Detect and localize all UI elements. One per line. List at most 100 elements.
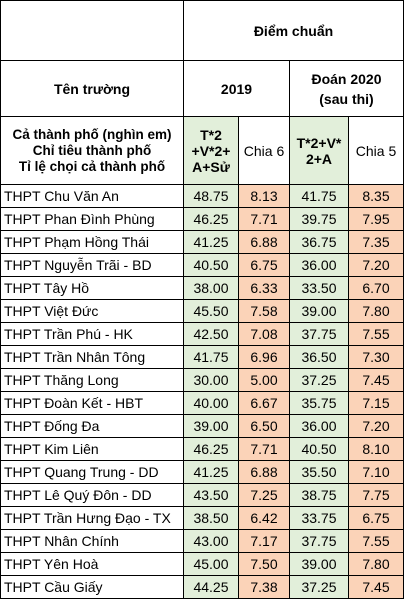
score-2019-cell: 43.50 (183, 483, 239, 507)
divide5-cell: 7.55 (348, 322, 404, 346)
divide6-cell: 7.08 (238, 322, 290, 346)
school-name-cell: THPT Nhân Chính (0, 529, 184, 553)
score-group-header: Điểm chuẩn (183, 0, 404, 61)
divide6-cell: 6.96 (238, 345, 290, 369)
score-2019-cell: 40.00 (183, 391, 239, 415)
table-row: THPT Trần Hưng Đạo - TX 38.50 6.42 33.75 6.7… (0, 506, 404, 530)
school-name-cell: THPT Lê Quý Đôn - DD (0, 483, 184, 507)
city-quota-label: Chỉ tiêu thành phố (32, 142, 152, 158)
score-2019-cell: 40.50 (183, 253, 239, 277)
score-2019-cell: 41.25 (183, 230, 239, 254)
divide6-cell: 6.88 (238, 230, 290, 254)
year-2019-header: 2019 (183, 60, 290, 117)
divide6-cell: 6.88 (238, 460, 290, 484)
table-row: THPT Yên Hoà 45.00 7.50 39.00 7.80 (0, 552, 404, 576)
divide5-cell: 7.10 (348, 460, 404, 484)
score-2019-cell: 46.25 (183, 437, 239, 461)
table-row: THPT Chu Văn An 48.75 8.13 41.75 8.35 (0, 184, 404, 208)
forecast-2020-header: Đoán 2020 (sau thi) (289, 60, 404, 117)
city-ratio-label: Tỉ lệ chọi cả thành phố (18, 158, 166, 174)
city-total-label: Cả thành phố (nghìn em) (12, 126, 172, 142)
table-row: THPT Đống Đa 39.00 6.50 36.00 7.20 (0, 414, 404, 438)
divide6-cell: 6.75 (238, 253, 290, 277)
school-name-cell: THPT Kim Liên (0, 437, 184, 461)
score-2019-cell: 46.25 (183, 207, 239, 231)
city-info-cell: Cả thành phố (nghìn em) Chỉ tiêu thành p… (0, 116, 184, 185)
divide6-cell: 7.25 (238, 483, 290, 507)
score-2020-cell: 41.75 (289, 184, 349, 208)
table-row: THPT Phan Đình Phùng 46.25 7.71 39.75 7.95 (0, 207, 404, 231)
score-2019-cell: 41.75 (183, 345, 239, 369)
score-2020-cell: 37.25 (289, 368, 349, 392)
table-row: THPT Trần Phú - HK 42.50 7.08 37.75 7.55 (0, 322, 404, 346)
table-row: THPT Thăng Long 30.00 5.00 37.25 7.45 (0, 368, 404, 392)
score-2020-cell: 36.00 (289, 414, 349, 438)
divide6-cell: 6.50 (238, 414, 290, 438)
score-2019-cell: 45.00 (183, 552, 239, 576)
blank-top-left-cell (0, 0, 184, 61)
divide6-cell: 7.58 (238, 299, 290, 323)
score-2020-cell: 35.75 (289, 391, 349, 415)
score-2019-cell: 41.25 (183, 460, 239, 484)
score-2019-cell: 44.25 (183, 575, 239, 599)
score-2020-cell: 38.75 (289, 483, 349, 507)
divide5-cell: 7.45 (348, 575, 404, 599)
score-2019-cell: 45.50 (183, 299, 239, 323)
divide5-header: Chia 5 (348, 116, 404, 185)
divide5-cell: 8.10 (348, 437, 404, 461)
divide6-cell: 8.13 (238, 184, 290, 208)
score-2019-cell: 38.00 (183, 276, 239, 300)
score-2019-cell: 42.50 (183, 322, 239, 346)
divide5-cell: 7.75 (348, 483, 404, 507)
subheader-row: Cả thành phố (nghìn em) Chỉ tiêu thành p… (0, 116, 404, 185)
school-name-cell: THPT Thăng Long (0, 368, 184, 392)
divide5-cell: 7.20 (348, 253, 404, 277)
school-column-header: Tên trường (0, 60, 184, 117)
divide5-cell: 7.15 (348, 391, 404, 415)
divide5-cell: 7.80 (348, 552, 404, 576)
score-2020-cell: 37.75 (289, 322, 349, 346)
formula-2020-header: T*2+V* 2+A (289, 116, 349, 185)
table-row: THPT Nguyễn Trãi - BD 40.50 6.75 36.00 7.20 (0, 253, 404, 277)
header-row-years: Tên trường 2019 Đoán 2020 (sau thi) (0, 60, 404, 117)
score-2020-cell: 35.50 (289, 460, 349, 484)
table-row: THPT Kim Liên 46.25 7.71 40.50 8.10 (0, 437, 404, 461)
school-name-cell: THPT Tây Hồ (0, 276, 184, 300)
score-2020-cell: 37.25 (289, 575, 349, 599)
header-row-top: Điểm chuẩn (0, 0, 404, 61)
school-name-cell: THPT Việt Đức (0, 299, 184, 323)
divide5-cell: 7.80 (348, 299, 404, 323)
score-2020-cell: 36.50 (289, 345, 349, 369)
divide6-cell: 5.00 (238, 368, 290, 392)
table-row: THPT Trần Nhân Tông 41.75 6.96 36.50 7.30 (0, 345, 404, 369)
score-2020-cell: 33.50 (289, 276, 349, 300)
score-2020-cell: 39.75 (289, 207, 349, 231)
divide5-cell: 6.70 (348, 276, 404, 300)
school-name-cell: THPT Trần Hưng Đạo - TX (0, 506, 184, 530)
table-row: THPT Quang Trung - DD 41.25 6.88 35.50 7.10 (0, 460, 404, 484)
school-name-cell: THPT Trần Nhân Tông (0, 345, 184, 369)
divide5-cell: 7.55 (348, 529, 404, 553)
table-row: THPT Nhân Chính 43.00 7.17 37.75 7.55 (0, 529, 404, 553)
table-row: THPT Đoàn Kết - HBT 40.00 6.67 35.75 7.15 (0, 391, 404, 415)
divide5-cell: 6.75 (348, 506, 404, 530)
divide5-cell: 7.45 (348, 368, 404, 392)
divide6-cell: 7.38 (238, 575, 290, 599)
divide6-cell: 6.42 (238, 506, 290, 530)
school-name-cell: THPT Yên Hoà (0, 552, 184, 576)
score-2019-cell: 48.75 (183, 184, 239, 208)
school-name-cell: THPT Quang Trung - DD (0, 460, 184, 484)
school-name-cell: THPT Phạm Hồng Thái (0, 230, 184, 254)
school-name-cell: THPT Đoàn Kết - HBT (0, 391, 184, 415)
score-2020-cell: 36.75 (289, 230, 349, 254)
table-row: THPT Phạm Hồng Thái 41.25 6.88 36.75 7.35 (0, 230, 404, 254)
score-2020-cell: 39.00 (289, 299, 349, 323)
school-name-cell: THPT Phan Đình Phùng (0, 207, 184, 231)
table-row: THPT Cầu Giấy 44.25 7.38 37.25 7.45 (0, 575, 404, 599)
score-2020-cell: 40.50 (289, 437, 349, 461)
divide6-cell: 6.33 (238, 276, 290, 300)
school-name-cell: THPT Cầu Giấy (0, 575, 184, 599)
table-row: THPT Lê Quý Đôn - DD 43.50 7.25 38.75 7.75 (0, 483, 404, 507)
divide6-cell: 7.71 (238, 207, 290, 231)
